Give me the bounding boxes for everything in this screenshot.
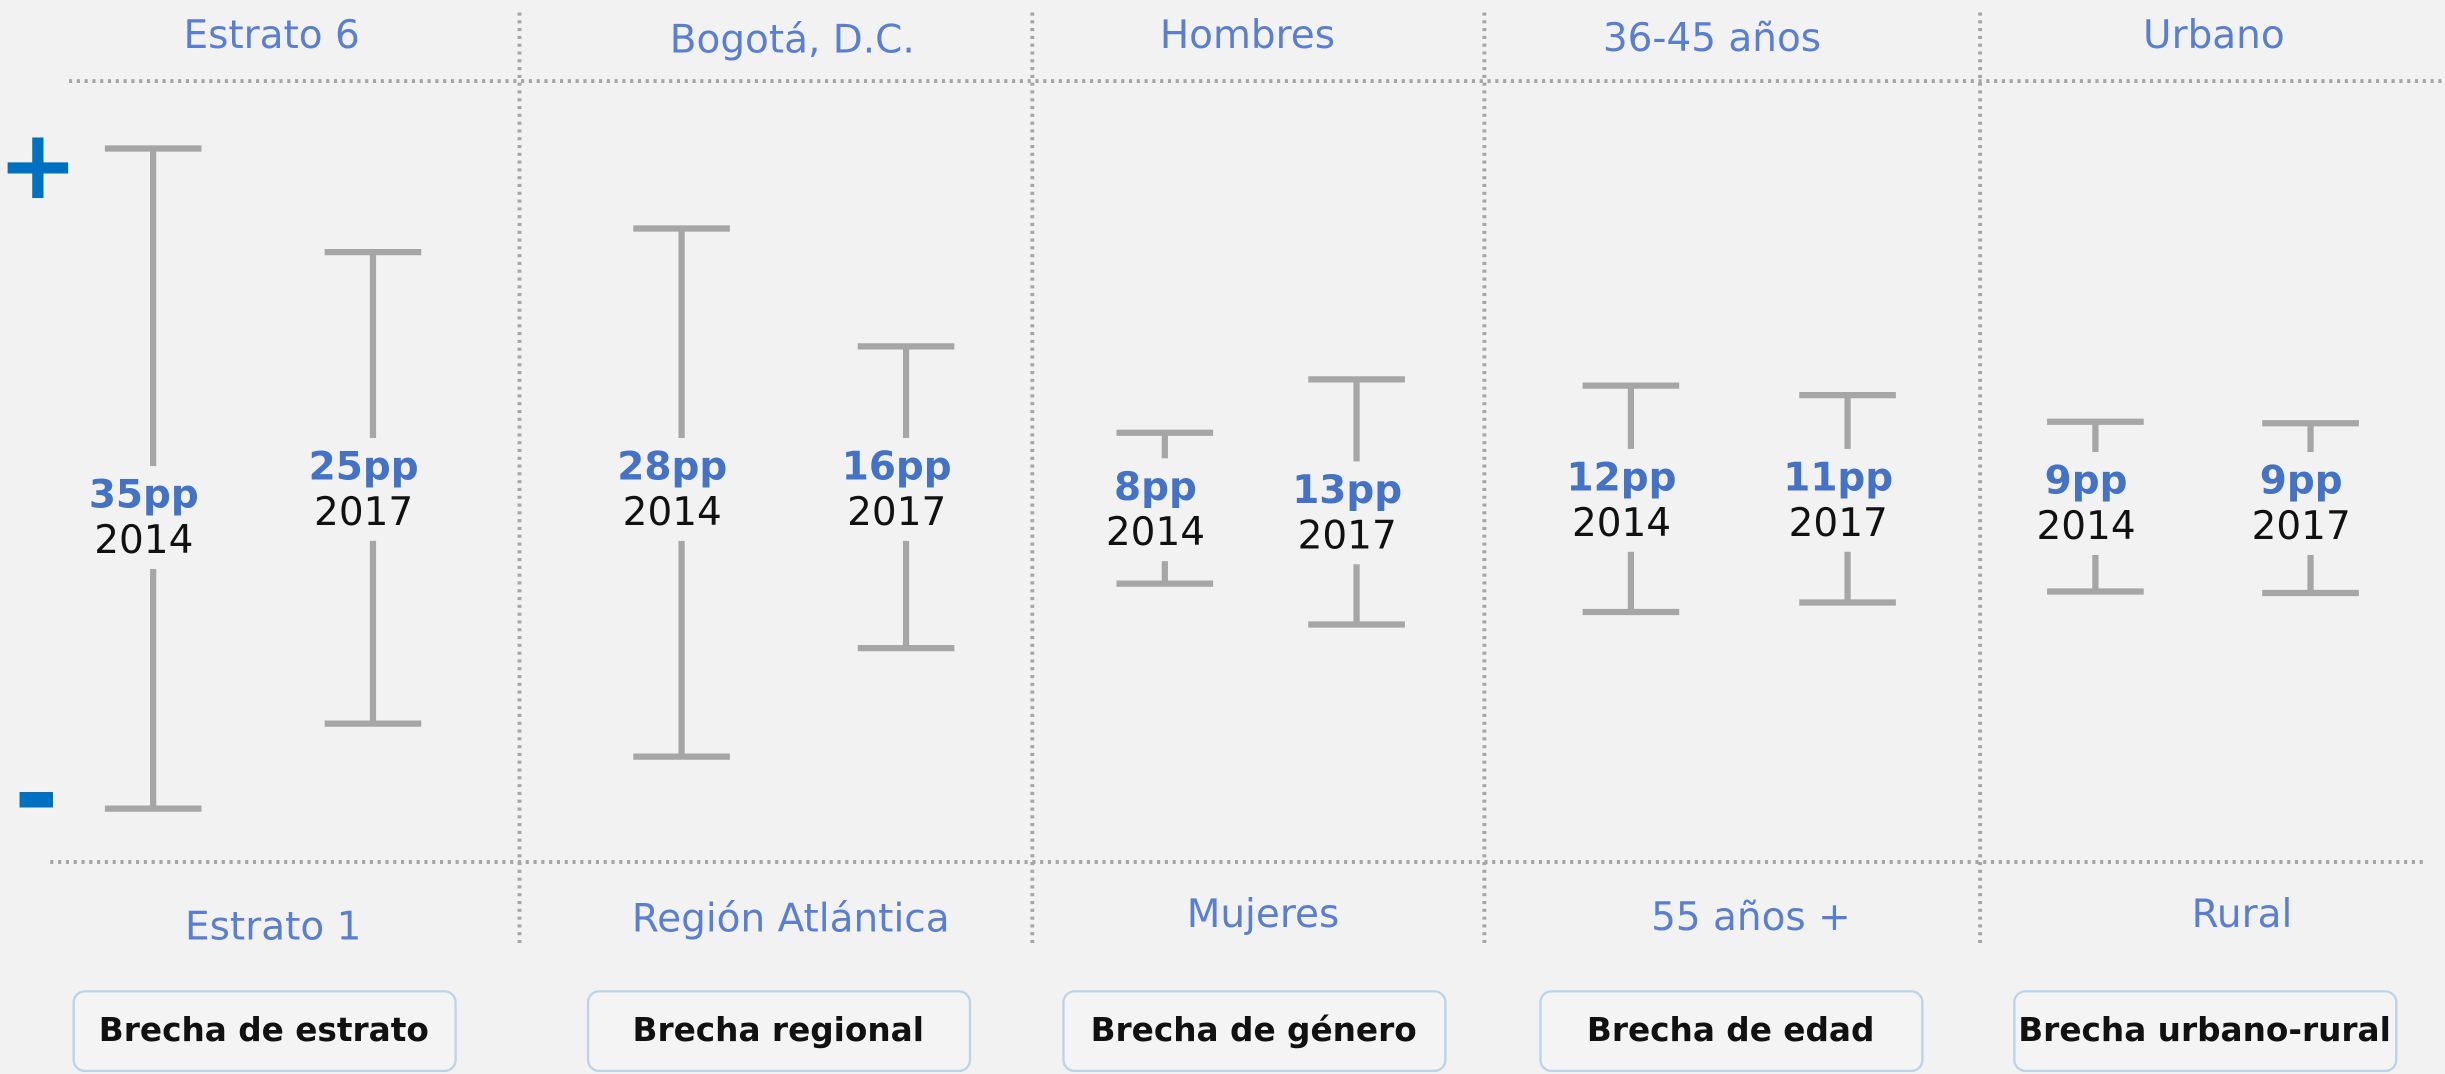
label-backdrop: [1300, 461, 1413, 565]
gap-label: 16pp: [842, 445, 952, 490]
gap-button-label: Brecha urbano-rural: [2018, 1011, 2391, 1049]
top-label: Urbano: [2143, 13, 2285, 58]
label-backdrop: [625, 438, 738, 541]
year-label: 2017: [1298, 513, 1397, 558]
gap-button-label: Brecha de estrato: [99, 1011, 429, 1049]
gap-label: 35pp: [89, 473, 199, 518]
bottom-label: Estrato 1: [185, 905, 361, 950]
year-label: 2014: [1572, 501, 1671, 546]
minus-sign: -: [14, 730, 59, 857]
top-label: 36-45 años: [1603, 16, 1821, 61]
gap-button-label: Brecha de género: [1091, 1011, 1417, 1049]
gap-label: 13pp: [1292, 468, 1402, 513]
bottom-label: Rural: [2192, 892, 2293, 937]
gap-button-label: Brecha regional: [633, 1011, 924, 1049]
label-backdrop: [2039, 452, 2152, 555]
label-backdrop: [1574, 448, 1688, 552]
gap-button: [2013, 990, 2398, 1073]
plus-sign: +: [0, 108, 78, 221]
bottom-label: Mujeres: [1187, 892, 1340, 937]
label-backdrop: [97, 466, 210, 569]
top-label: Hombres: [1160, 13, 1335, 58]
top-label: Estrato 6: [183, 13, 359, 58]
top-label: Bogotá, D.C.: [670, 18, 915, 63]
year-label: 2014: [94, 518, 193, 563]
year-label: 2014: [1106, 510, 1205, 555]
gap-button: [1539, 990, 1924, 1073]
bottom-label: 55 años +: [1651, 895, 1851, 940]
gap-button: [72, 990, 457, 1073]
gap-label: 11pp: [1783, 456, 1893, 501]
gap-button: [1062, 990, 1447, 1073]
label-backdrop: [1108, 458, 1221, 562]
bottom-label: Región Atlántica: [632, 897, 950, 942]
year-label: 2014: [623, 490, 722, 535]
label-backdrop: [849, 438, 963, 541]
year-label: 2014: [2036, 504, 2135, 549]
year-label: 2017: [847, 490, 946, 535]
year-label: 2017: [2252, 504, 2351, 549]
gap-button: [586, 990, 972, 1073]
year-label: 2017: [1789, 501, 1888, 546]
gap-label: 25pp: [309, 445, 419, 490]
gap-label: 9pp: [2260, 459, 2343, 504]
gap-label: 28pp: [617, 445, 727, 490]
label-backdrop: [1791, 448, 1904, 552]
gap-label: 8pp: [1114, 465, 1197, 510]
gap-label: 9pp: [2045, 459, 2128, 504]
year-label: 2017: [314, 490, 413, 535]
gap-label: 12pp: [1567, 456, 1677, 501]
label-backdrop: [2254, 452, 2367, 555]
gap-button-label: Brecha de edad: [1587, 1011, 1875, 1049]
label-backdrop: [316, 438, 430, 541]
